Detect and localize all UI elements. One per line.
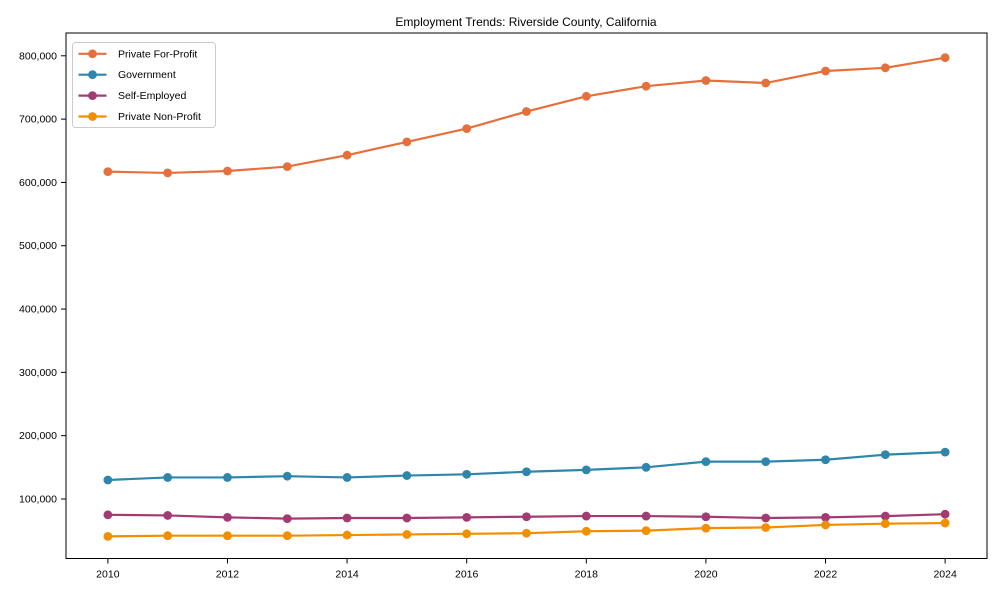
y-tick-label: 400,000: [19, 304, 57, 316]
legend-marker: [88, 49, 97, 59]
x-tick-label: 2016: [455, 569, 479, 581]
x-tick-label: 2014: [335, 569, 359, 581]
data-point: [880, 511, 890, 521]
data-point: [223, 473, 232, 482]
data-point: [821, 66, 830, 76]
data-point: [402, 471, 412, 480]
data-point: [163, 168, 173, 178]
data-point: [821, 512, 830, 522]
data-point: [821, 520, 830, 530]
data-point: [462, 529, 472, 539]
data-point: [701, 457, 711, 467]
data-point: [880, 63, 890, 73]
data-point: [641, 81, 651, 91]
data-point: [761, 513, 771, 523]
y-tick-label: 800,000: [19, 50, 57, 62]
data-point: [163, 473, 173, 482]
legend-entry: Government: [78, 69, 176, 81]
data-point: [223, 531, 232, 541]
x-tick-label: 2020: [694, 569, 718, 581]
data-point: [103, 475, 113, 485]
legend-box: [72, 42, 216, 128]
chart-canvas: 100,000 200,000 300,000 400,000 500,000 600,0…: [19, 32, 988, 581]
data-point: [462, 469, 472, 479]
data-point: [880, 450, 890, 460]
data-point: [402, 137, 412, 147]
x-tick-label: 2010: [96, 569, 120, 581]
x-tick-label: 2012: [216, 569, 240, 581]
y-tick-label: 500,000: [19, 240, 57, 252]
data-point: [641, 462, 651, 472]
data-point: [163, 531, 173, 541]
series-self-employed: [103, 509, 950, 524]
data-point: [342, 513, 352, 523]
data-point: [821, 455, 830, 465]
data-point: [761, 523, 771, 532]
series-private-for-profit: [103, 53, 950, 178]
legend-label: Government: [118, 69, 176, 81]
data-point: [940, 447, 950, 457]
data-point: [761, 78, 771, 88]
series-private-non-profit: [103, 518, 950, 541]
chart-title: Employment Trends: Riverside County, Cal…: [395, 15, 657, 29]
data-point: [880, 519, 890, 529]
data-point: [940, 518, 950, 528]
data-point: [282, 514, 292, 524]
legend-label: Self-Employed: [118, 90, 186, 102]
data-point: [342, 530, 352, 540]
data-point: [103, 531, 113, 541]
x-tick-label: 2022: [814, 569, 838, 581]
y-tick-label: 100,000: [19, 493, 57, 505]
legend-entry: Self-Employed: [78, 90, 186, 102]
data-point: [223, 512, 232, 522]
plot-border: [65, 32, 988, 559]
data-point: [402, 530, 412, 539]
legend-marker: [88, 112, 97, 121]
legend-entry: Private For-Profit: [78, 48, 197, 60]
data-point: [522, 528, 531, 538]
data-point: [282, 531, 292, 541]
data-point: [701, 523, 711, 533]
data-point: [103, 167, 113, 177]
data-point: [581, 526, 591, 536]
data-point: [402, 513, 412, 523]
y-tick-label: 300,000: [19, 367, 57, 379]
data-point: [940, 509, 950, 519]
data-point: [641, 526, 651, 536]
data-point: [761, 457, 771, 467]
data-point: [701, 512, 711, 522]
y-tick-label: 200,000: [19, 430, 57, 442]
data-point: [522, 107, 531, 116]
x-tick-label: 2024: [933, 569, 957, 581]
data-point: [641, 511, 651, 521]
x-tick-label: 2018: [575, 569, 599, 581]
data-point: [581, 91, 591, 101]
data-point: [103, 510, 113, 520]
legend-marker: [88, 70, 97, 80]
data-point: [462, 124, 472, 134]
legend-entry: Private Non-Profit: [78, 111, 201, 123]
data-point: [462, 512, 472, 522]
legend-label: Private For-Profit: [118, 48, 197, 60]
data-point: [581, 465, 591, 475]
data-point: [701, 76, 711, 85]
data-point: [342, 473, 352, 482]
y-tick-label: 700,000: [19, 114, 57, 126]
y-tick-label: 600,000: [19, 177, 57, 189]
data-point: [522, 467, 531, 477]
data-point: [940, 53, 950, 63]
series-government: [103, 447, 950, 485]
data-point: [342, 150, 352, 160]
legend-marker: [88, 91, 97, 100]
data-point: [522, 512, 531, 522]
data-point: [223, 166, 232, 176]
data-point: [282, 162, 292, 171]
legend: Private For-Profit Government Self-Employe…: [72, 42, 216, 128]
legend-label: Private Non-Profit: [118, 111, 201, 123]
data-point: [163, 511, 173, 520]
data-point: [282, 471, 292, 481]
data-point: [581, 511, 591, 521]
